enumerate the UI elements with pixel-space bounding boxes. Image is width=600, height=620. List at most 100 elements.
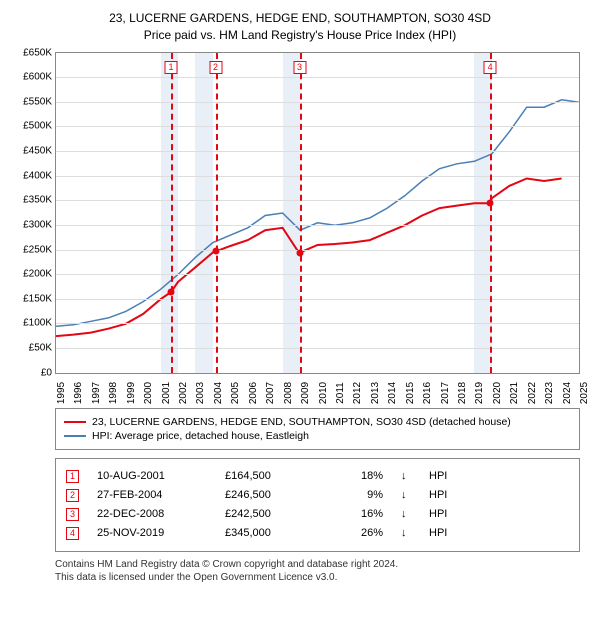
legend: 23, LUCERNE GARDENS, HEDGE END, SOUTHAMP…	[55, 408, 580, 450]
y-tick-label: £100K	[23, 318, 52, 329]
y-tick-label: £0	[41, 367, 52, 378]
marker-number: 4	[484, 61, 497, 74]
x-tick-label: 2004	[213, 381, 224, 403]
x-tick-label: 2022	[527, 381, 538, 403]
x-tick-label: 2013	[370, 381, 381, 403]
marker-number: 1	[165, 61, 178, 74]
x-tick-label: 1997	[91, 381, 102, 403]
x-tick-label: 1998	[108, 381, 119, 403]
marker-vline	[490, 53, 492, 373]
marker-vline	[171, 53, 173, 373]
data-point	[212, 248, 219, 255]
gridline	[56, 200, 579, 201]
x-tick-label: 2020	[492, 381, 503, 403]
down-arrow-icon: ↓	[401, 470, 411, 482]
y-tick-label: £400K	[23, 170, 52, 181]
tx-label: HPI	[429, 470, 447, 482]
marker-vline	[300, 53, 302, 373]
title-line-1: 23, LUCERNE GARDENS, HEDGE END, SOUTHAMP…	[10, 10, 590, 27]
tx-pct: 16%	[333, 508, 383, 520]
x-tick-label: 2017	[440, 381, 451, 403]
transactions-table: 110-AUG-2001£164,50018%↓HPI227-FEB-2004£…	[55, 458, 580, 552]
marker-number: 3	[293, 61, 306, 74]
tx-label: HPI	[429, 508, 447, 520]
x-tick-label: 2011	[335, 382, 346, 404]
gridline	[56, 102, 579, 103]
x-tick-label: 2006	[248, 381, 259, 403]
data-point	[487, 199, 494, 206]
tx-price: £345,000	[225, 527, 315, 539]
x-tick-label: 2010	[318, 381, 329, 403]
marker-number: 2	[209, 61, 222, 74]
tx-date: 25-NOV-2019	[97, 527, 207, 539]
gridline	[56, 299, 579, 300]
x-tick-label: 2016	[422, 381, 433, 403]
y-tick-label: £450K	[23, 146, 52, 157]
x-tick-label: 2008	[283, 381, 294, 403]
legend-row: 23, LUCERNE GARDENS, HEDGE END, SOUTHAMP…	[64, 415, 571, 429]
tx-number: 4	[66, 527, 79, 540]
gridline	[56, 225, 579, 226]
tx-number: 3	[66, 508, 79, 521]
legend-label: HPI: Average price, detached house, East…	[92, 430, 309, 442]
x-tick-label: 2025	[579, 381, 590, 403]
legend-swatch	[64, 435, 86, 437]
data-point	[296, 250, 303, 257]
y-tick-label: £600K	[23, 72, 52, 83]
footer: Contains HM Land Registry data © Crown c…	[55, 558, 580, 584]
transaction-row: 322-DEC-2008£242,50016%↓HPI	[66, 505, 569, 524]
down-arrow-icon: ↓	[401, 489, 411, 501]
transaction-row: 4 25-NOV-2019 £345,000 26% ↓ HPI	[66, 524, 569, 543]
gridline	[56, 176, 579, 177]
tx-pct: 18%	[333, 470, 383, 482]
tx-price: £164,500	[225, 470, 315, 482]
gridline	[56, 77, 579, 78]
down-arrow-icon: ↓	[401, 527, 411, 539]
x-tick-label: 2018	[457, 381, 468, 403]
gridline	[56, 348, 579, 349]
x-tick-label: 2000	[143, 381, 154, 403]
x-tick-label: 2014	[387, 381, 398, 403]
legend-label: 23, LUCERNE GARDENS, HEDGE END, SOUTHAMP…	[92, 416, 511, 428]
y-tick-label: £300K	[23, 219, 52, 230]
gridline	[56, 126, 579, 127]
transaction-row: 2 27-FEB-2004 £246,500 9% ↓ HPI	[66, 486, 569, 505]
chart: £0£50K£100K£150K£200K£250K£300K£350K£400…	[55, 52, 580, 394]
tx-number: 2	[66, 489, 79, 502]
x-tick-label: 2001	[161, 381, 172, 403]
y-tick-label: £500K	[23, 121, 52, 132]
y-tick-label: £50K	[29, 342, 52, 353]
series-hpi	[56, 99, 579, 325]
x-tick-label: 2023	[544, 381, 555, 403]
tx-price: £246,500	[225, 489, 315, 501]
x-tick-label: 1996	[73, 381, 84, 403]
x-tick-label: 2009	[300, 381, 311, 403]
x-tick-label: 2024	[562, 381, 573, 403]
transaction-row: 110-AUG-2001£164,50018%↓HPI	[66, 467, 569, 486]
chart-lines	[56, 53, 579, 373]
tx-price: £242,500	[225, 508, 315, 520]
y-tick-label: £250K	[23, 244, 52, 255]
plot-area: £0£50K£100K£150K£200K£250K£300K£350K£400…	[55, 52, 580, 374]
y-tick-label: £200K	[23, 269, 52, 280]
x-tick-label: 2012	[352, 381, 363, 403]
chart-title: 23, LUCERNE GARDENS, HEDGE END, SOUTHAMP…	[10, 10, 590, 44]
y-tick-label: £650K	[23, 47, 52, 58]
x-tick-label: 2021	[509, 381, 520, 403]
tx-label: HPI	[429, 527, 447, 539]
tx-pct: 9%	[333, 489, 383, 501]
y-tick-label: £350K	[23, 195, 52, 206]
x-tick-label: 1995	[56, 381, 67, 403]
legend-row: HPI: Average price, detached house, East…	[64, 429, 571, 443]
tx-date: 27-FEB-2004	[97, 489, 207, 501]
gridline	[56, 274, 579, 275]
tx-pct: 26%	[333, 527, 383, 539]
down-arrow-icon: ↓	[401, 508, 411, 520]
x-tick-label: 2007	[265, 381, 276, 403]
x-tick-label: 2019	[474, 381, 485, 403]
tx-label: HPI	[429, 489, 447, 501]
tx-number: 1	[66, 470, 79, 483]
x-tick-label: 1999	[126, 381, 137, 403]
marker-vline	[216, 53, 218, 373]
footer-line-2: This data is licensed under the Open Gov…	[55, 571, 580, 584]
